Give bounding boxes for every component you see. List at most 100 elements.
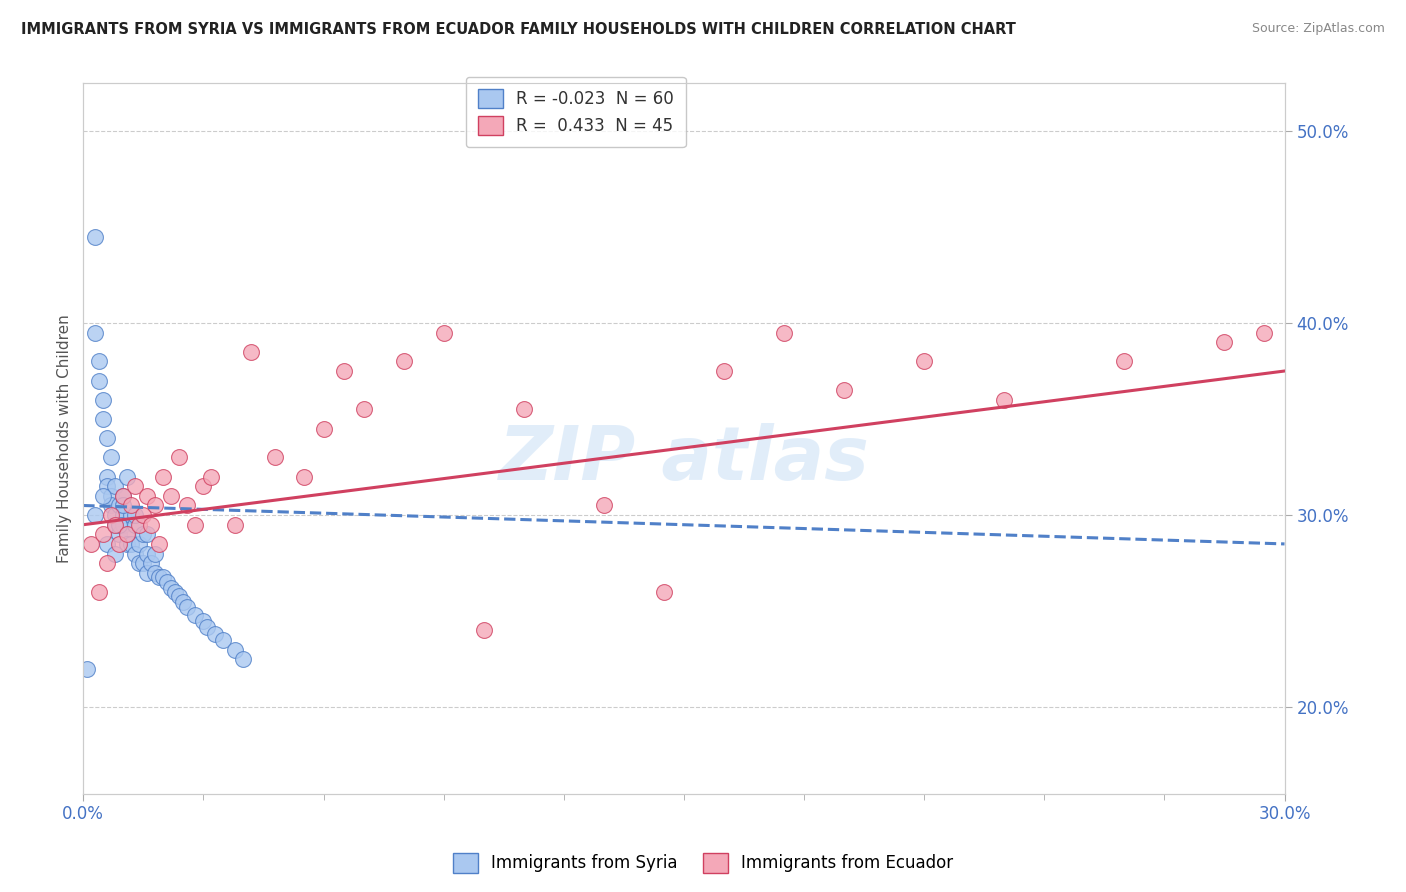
Point	[145, 566, 167, 580]
Point	[141, 517, 163, 532]
Point	[652, 585, 675, 599]
Point	[128, 537, 150, 551]
Point	[108, 499, 131, 513]
Point	[89, 585, 111, 599]
Point	[100, 499, 122, 513]
Point	[160, 581, 183, 595]
Point	[96, 469, 118, 483]
Text: ZIP atlas: ZIP atlas	[499, 423, 869, 496]
Point	[108, 517, 131, 532]
Point	[212, 632, 235, 647]
Point	[117, 469, 139, 483]
Point	[132, 508, 155, 522]
Y-axis label: Family Households with Children: Family Households with Children	[58, 314, 72, 563]
Text: Source: ZipAtlas.com: Source: ZipAtlas.com	[1251, 22, 1385, 36]
Text: IMMIGRANTS FROM SYRIA VS IMMIGRANTS FROM ECUADOR FAMILY HOUSEHOLDS WITH CHILDREN: IMMIGRANTS FROM SYRIA VS IMMIGRANTS FROM…	[21, 22, 1017, 37]
Point	[165, 585, 187, 599]
Point	[91, 527, 114, 541]
Point	[124, 508, 146, 522]
Point	[104, 479, 127, 493]
Point	[912, 354, 935, 368]
Point	[120, 508, 142, 522]
Point	[240, 344, 263, 359]
Point	[169, 589, 191, 603]
Point	[100, 450, 122, 465]
Point	[148, 569, 170, 583]
Point	[832, 383, 855, 397]
Point	[472, 624, 495, 638]
Point	[104, 508, 127, 522]
Point	[104, 547, 127, 561]
Point	[713, 364, 735, 378]
Point	[592, 499, 614, 513]
Point	[132, 556, 155, 570]
Point	[993, 392, 1015, 407]
Point	[224, 642, 246, 657]
Point	[89, 374, 111, 388]
Point	[136, 489, 159, 503]
Point	[1253, 326, 1275, 340]
Point	[160, 489, 183, 503]
Point	[96, 537, 118, 551]
Point	[1213, 335, 1236, 350]
Point	[141, 556, 163, 570]
Point	[184, 517, 207, 532]
Point	[132, 527, 155, 541]
Point	[1114, 354, 1136, 368]
Point	[89, 354, 111, 368]
Point	[773, 326, 796, 340]
Point	[264, 450, 287, 465]
Point	[136, 566, 159, 580]
Point	[108, 537, 131, 551]
Point	[332, 364, 354, 378]
Point	[96, 431, 118, 445]
Point	[76, 662, 98, 676]
Point	[312, 422, 335, 436]
Point	[136, 527, 159, 541]
Point	[117, 537, 139, 551]
Point	[232, 652, 254, 666]
Point	[145, 547, 167, 561]
Point	[124, 479, 146, 493]
Point	[84, 326, 107, 340]
Legend: R = -0.023  N = 60, R =  0.433  N = 45: R = -0.023 N = 60, R = 0.433 N = 45	[465, 77, 686, 147]
Point	[513, 402, 536, 417]
Point	[169, 450, 191, 465]
Point	[117, 527, 139, 541]
Point	[128, 556, 150, 570]
Point	[224, 517, 246, 532]
Point	[91, 412, 114, 426]
Point	[112, 508, 135, 522]
Point	[96, 479, 118, 493]
Point	[176, 600, 198, 615]
Point	[176, 499, 198, 513]
Point	[292, 469, 315, 483]
Point	[91, 392, 114, 407]
Point	[112, 499, 135, 513]
Point	[120, 499, 142, 513]
Point	[128, 517, 150, 532]
Point	[108, 527, 131, 541]
Point	[152, 469, 174, 483]
Point	[148, 537, 170, 551]
Point	[104, 517, 127, 532]
Point	[152, 569, 174, 583]
Point	[124, 547, 146, 561]
Point	[112, 489, 135, 503]
Point	[96, 556, 118, 570]
Point	[84, 229, 107, 244]
Point	[193, 614, 215, 628]
Point	[84, 508, 107, 522]
Point	[145, 499, 167, 513]
Point	[184, 607, 207, 622]
Point	[353, 402, 375, 417]
Point	[204, 627, 226, 641]
Legend: Immigrants from Syria, Immigrants from Ecuador: Immigrants from Syria, Immigrants from E…	[446, 847, 960, 880]
Point	[172, 594, 194, 608]
Point	[392, 354, 415, 368]
Point	[197, 619, 219, 633]
Point	[136, 547, 159, 561]
Point	[193, 479, 215, 493]
Point	[112, 517, 135, 532]
Point	[117, 527, 139, 541]
